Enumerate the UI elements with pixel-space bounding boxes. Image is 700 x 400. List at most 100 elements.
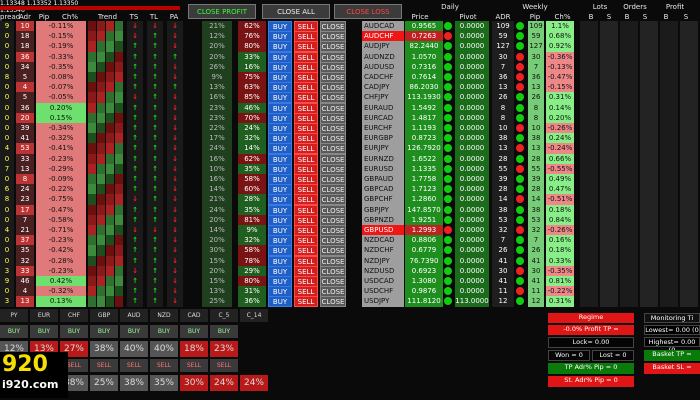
table-row: 0 18 -0.15% ↓ ↑ ↓ 12% 76% BUY SELL CLOSE AUDCHF 0.72… <box>0 31 700 43</box>
stats-cell <box>600 214 618 226</box>
adr-value: 34 <box>16 61 34 73</box>
stats-cell <box>580 194 598 206</box>
stats-cell <box>640 276 658 287</box>
pct-right: 81% <box>238 214 266 226</box>
currency-tab-cad[interactable]: CAD <box>180 309 208 322</box>
trend-block <box>88 21 96 32</box>
status-dot-icon <box>443 286 453 297</box>
symbol-label: AUDNZD <box>362 51 404 63</box>
spread-value: 7 <box>0 163 14 175</box>
currency-sell-button[interactable]: SELL <box>180 359 208 372</box>
currency-strength-value: 40% <box>120 341 148 357</box>
currency-tab-c_14[interactable]: C_14 <box>240 309 268 322</box>
tl-arrow-icon: ↑ <box>147 31 163 43</box>
price-value: 86.2030 <box>405 82 443 94</box>
currency-sell-button[interactable]: SELL <box>150 359 178 372</box>
buy-button[interactable]: BUY <box>268 296 292 308</box>
currency-tab-gbp[interactable]: GBP <box>90 309 118 322</box>
currency-tab-eur[interactable]: EUR <box>30 309 58 322</box>
spread-value: 0 <box>0 51 14 63</box>
pa-arrow-icon: ↓ <box>167 92 183 104</box>
ts-arrow-icon: ↑ <box>127 184 143 196</box>
pct-right: 78% <box>238 255 266 267</box>
stats-cell <box>640 286 658 298</box>
weekly-dot-icon <box>515 52 525 63</box>
stats-cell <box>660 245 678 257</box>
chg-value: -0.32% <box>36 286 86 298</box>
col-pa: PA <box>169 13 179 21</box>
currency-tab-c_5[interactable]: C_5 <box>210 309 238 322</box>
stats-cell <box>680 112 698 124</box>
col-adr: Adr <box>19 13 31 21</box>
weekly-dot-icon <box>515 31 525 42</box>
close-all-button[interactable]: CLOSE ALL <box>262 4 330 19</box>
trend-block <box>97 133 105 145</box>
currency-tab-aud[interactable]: AUD <box>120 309 148 322</box>
pa-arrow-icon: ↓ <box>167 245 183 257</box>
pivot-value: 0.0000 <box>455 163 489 175</box>
currency-buy-button[interactable]: BUY <box>150 325 178 338</box>
pct-right: 58% <box>238 174 266 185</box>
spread-value: 0 <box>0 245 14 257</box>
spread-value: 4 <box>0 225 14 236</box>
pct-left: 25% <box>202 296 232 308</box>
chg-value: -0.33% <box>36 51 86 63</box>
weekly-pip: 13 <box>528 82 544 94</box>
tl-arrow-icon: ↑ <box>147 163 163 175</box>
chg-value: -0.11% <box>36 21 86 32</box>
currency-buy-button[interactable]: BUY <box>120 325 148 338</box>
weekly-adr: 41 <box>492 255 514 267</box>
currency-buy-button[interactable]: BUY <box>90 325 118 338</box>
weekly-chg: -0.22% <box>546 286 574 298</box>
pa-arrow-icon: ↓ <box>167 204 183 216</box>
close-loss-button[interactable]: CLOSE LOSS <box>334 4 402 19</box>
status-dot-icon <box>443 184 453 195</box>
close-profit-button[interactable]: CLOSE PROFIT <box>188 4 256 19</box>
trend-block <box>115 255 123 267</box>
stats-cell <box>620 143 638 155</box>
adr-value: 4 <box>16 82 34 94</box>
trend-block <box>106 214 114 226</box>
symbol-label: GBPCHF <box>362 194 404 206</box>
stats-cell <box>660 204 678 216</box>
trend-block <box>97 163 105 175</box>
currency-sell-button[interactable]: SELL <box>210 359 238 372</box>
adr-value: 5 <box>16 72 34 83</box>
currency-tab-chf[interactable]: CHF <box>60 309 88 322</box>
pct-right: 35% <box>238 204 266 216</box>
chg-value: 0.42% <box>36 276 86 287</box>
currency-tab-py[interactable]: PY <box>0 309 28 322</box>
stats-cell <box>600 255 618 267</box>
trend-block <box>106 82 114 94</box>
stats-cell <box>620 51 638 63</box>
sell-button[interactable]: SELL <box>294 296 318 308</box>
stats-cell <box>660 123 678 134</box>
currency-buy-button[interactable]: BUY <box>210 325 238 338</box>
stats-cell <box>600 286 618 298</box>
stats-cell <box>640 255 658 267</box>
status-dot-icon <box>443 133 453 144</box>
weekly-adr: 13 <box>492 143 514 155</box>
currency-buy-button[interactable]: BUY <box>0 325 28 338</box>
currency-tab-nzd[interactable]: NZD <box>150 309 178 322</box>
spread-value: 0 <box>0 61 14 73</box>
tl-arrow-icon: ↑ <box>147 214 163 226</box>
pct-strip-2: 38% 25% 38% 35% 30% 24% 24% <box>0 375 270 391</box>
price-value: 111.8120 <box>405 296 443 308</box>
table-row: 0 5 -0.05% ↓ ↑ ↓ 16% 85% BUY SELL CLOSE CHFJPY 113.1… <box>0 92 700 104</box>
currency-sell-button[interactable]: SELL <box>90 359 118 372</box>
pivot-value: 0.0000 <box>455 82 489 94</box>
close-button[interactable]: CLOSE <box>320 296 346 308</box>
currency-buy-button[interactable]: BUY <box>180 325 208 338</box>
trend-block <box>115 31 123 43</box>
pct-right: 46% <box>238 102 266 114</box>
adr-label: ADR <box>495 13 511 21</box>
currency-buy-button[interactable]: BUY <box>30 325 58 338</box>
currency-sell-button[interactable]: SELL <box>120 359 148 372</box>
trend-block <box>97 174 105 185</box>
weekly-pip: 109 <box>528 21 544 32</box>
trend-block <box>88 184 96 196</box>
currency-buy-button[interactable]: BUY <box>60 325 88 338</box>
weekly-adr: 10 <box>492 123 514 134</box>
ts-arrow-icon: ↓ <box>127 21 143 32</box>
